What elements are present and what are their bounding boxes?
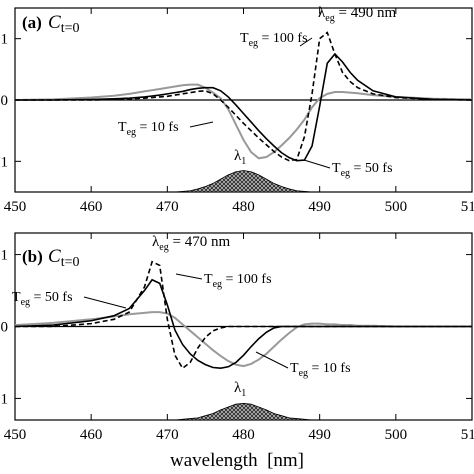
leader-line — [255, 351, 289, 369]
spectrum-area — [174, 170, 313, 193]
y-tick-label: 0 — [1, 320, 9, 336]
x-tick-label: 500 — [385, 199, 408, 215]
panel-title-main: C — [48, 246, 61, 267]
spectrum-label-sub: 1 — [241, 156, 246, 167]
series-label-rest: = 100 fs — [258, 31, 308, 46]
series-label-main: T — [12, 290, 21, 305]
annotation-rest: = 490 nm — [335, 5, 397, 21]
panel-title: Ct=0 — [48, 246, 79, 270]
panel-title-main: C — [48, 12, 61, 33]
spectrum-label: λ1 — [234, 148, 246, 167]
x-tick-label: 480 — [232, 427, 255, 443]
y-tick-label: -1 — [0, 391, 8, 407]
y-tick-label: -1 — [0, 154, 8, 170]
series-label: Teg = 10 fs — [118, 120, 179, 138]
x-tick-label: 500 — [385, 427, 408, 443]
panel-label: (a) — [22, 13, 42, 32]
spectrum-label-main: λ — [234, 380, 242, 396]
leader-line — [175, 273, 203, 280]
x-axis-label: wavelength [nm] — [170, 450, 304, 471]
spectrum-label-sub: 1 — [241, 388, 246, 399]
series-label-main: T — [204, 272, 213, 287]
panel-title-sub: t=0 — [61, 21, 80, 36]
annotation-rest: = 470 nm — [169, 234, 231, 250]
annotation-sub: eg — [325, 13, 334, 24]
x-tick-label: 450 — [4, 427, 27, 443]
x-tick-label: 450 — [4, 199, 27, 215]
series-label: Teg = 100 fs — [204, 272, 272, 290]
annotation-main: λ — [152, 234, 160, 250]
panel-title: Ct=0 — [48, 12, 79, 36]
series-label-sub: eg — [213, 279, 222, 290]
spectrum-label: λ1 — [234, 380, 246, 399]
series-line — [15, 31, 473, 162]
series-line — [14, 83, 473, 160]
series-label-sub: eg — [21, 297, 30, 308]
series-label: Teg = 50 fs — [12, 290, 73, 308]
series-label-rest: = 50 fs — [350, 161, 393, 176]
annotation-main: λ — [318, 5, 326, 21]
annotation-sub: eg — [159, 242, 168, 253]
y-tick-label: 1 — [1, 32, 9, 48]
leader-line — [83, 296, 127, 309]
panel-label: (b) — [22, 247, 43, 266]
series-label-sub: eg — [249, 38, 258, 49]
series-label-sub: eg — [299, 368, 308, 379]
x-tick-label: 460 — [80, 427, 103, 443]
series-label: Teg = 10 fs — [290, 361, 351, 379]
series-label-main: T — [240, 31, 249, 46]
y-tick-label: 0 — [1, 93, 9, 109]
x-tick-label: 480 — [232, 199, 255, 215]
leader-line — [299, 37, 313, 47]
series-label-sub: eg — [127, 127, 136, 138]
series-label-rest: = 10 fs — [308, 361, 351, 376]
x-tick-label: 470 — [156, 427, 179, 443]
series-line — [15, 260, 472, 370]
x-tick-label: 460 — [80, 199, 103, 215]
series-label: Teg = 50 fs — [332, 161, 393, 179]
spectrum-area — [174, 403, 313, 421]
annotation: λeg = 490 nm — [318, 5, 396, 24]
series-label-main: T — [332, 161, 341, 176]
panel-title-sub: t=0 — [61, 255, 80, 270]
series-label-rest: = 100 fs — [222, 272, 272, 287]
series-line — [14, 311, 472, 368]
annotation: λeg = 470 nm — [152, 234, 230, 253]
x-tick-label: 510 — [461, 427, 474, 443]
series-label-main: T — [118, 120, 127, 135]
series-label: Teg = 100 fs — [240, 31, 308, 49]
series-label-sub: eg — [341, 168, 350, 179]
x-tick-label: 490 — [308, 199, 331, 215]
series-label-rest: = 10 fs — [136, 120, 179, 135]
x-tick-label: 470 — [156, 199, 179, 215]
series-line — [15, 52, 473, 162]
x-tick-label: 510 — [461, 199, 474, 215]
y-tick-label: 1 — [1, 248, 9, 264]
series-label-rest: = 50 fs — [30, 290, 73, 305]
x-tick-label: 490 — [308, 427, 331, 443]
leader-line — [303, 159, 331, 169]
leader-line — [189, 121, 214, 128]
series-label-main: T — [290, 361, 299, 376]
spectrum-label-main: λ — [234, 148, 242, 164]
